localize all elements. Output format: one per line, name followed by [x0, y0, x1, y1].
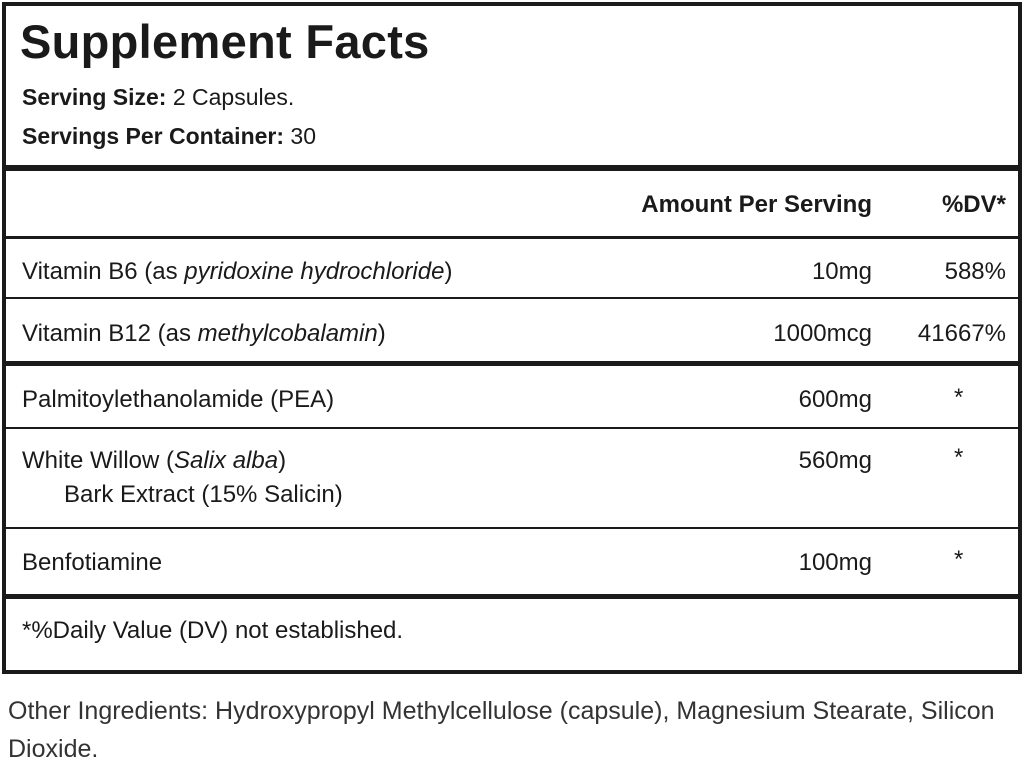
- divider: [6, 297, 1018, 299]
- divider-thick: [6, 165, 1018, 171]
- serving-size-value: 2 Capsules.: [172, 84, 295, 110]
- divider-thick: [6, 361, 1018, 366]
- divider: [6, 527, 1018, 529]
- row-amount: 10mg: [811, 258, 872, 285]
- servings-per-container-value: 30: [290, 123, 317, 149]
- panel-title: Supplement Facts: [20, 15, 430, 68]
- row-amount: 1000mcg: [773, 320, 872, 347]
- serving-size: Serving Size: 2 Capsules.: [22, 84, 294, 111]
- row-name-line2: Bark Extract (15% Salicin): [64, 481, 343, 508]
- divider-thick: [6, 594, 1018, 599]
- row-amount: 100mg: [798, 549, 872, 576]
- row-amount: 560mg: [798, 447, 872, 474]
- row-dv: 41667%: [917, 320, 1006, 347]
- header-dv: %DV*: [941, 191, 1006, 218]
- divider: [6, 236, 1018, 239]
- header-amount: Amount Per Serving: [641, 191, 872, 218]
- row-name: Benfotiamine: [22, 549, 163, 576]
- row-dv: *: [954, 384, 964, 411]
- supplement-facts-panel: [2, 2, 1022, 674]
- row-name: Vitamin B12 (as methylcobalamin): [22, 320, 386, 347]
- divider: [6, 427, 1018, 429]
- row-dv: *: [954, 546, 964, 573]
- row-name: Vitamin B6 (as pyridoxine hydrochloride): [22, 258, 453, 285]
- serving-size-label: Serving Size:: [22, 84, 167, 110]
- row-amount: 600mg: [798, 386, 872, 413]
- row-dv: *: [954, 444, 964, 471]
- servings-per-container-label: Servings Per Container:: [22, 123, 285, 149]
- servings-per-container: Servings Per Container: 30: [22, 123, 316, 150]
- other-ingredients: Other Ingredients: Hydroxypropyl Methylc…: [8, 697, 995, 763]
- row-name: White Willow (Salix alba): [22, 447, 287, 474]
- row-dv: 588%: [944, 258, 1006, 285]
- footnote: *%Daily Value (DV) not established.: [22, 617, 404, 644]
- row-name: Palmitoylethanolamide (PEA): [22, 386, 335, 413]
